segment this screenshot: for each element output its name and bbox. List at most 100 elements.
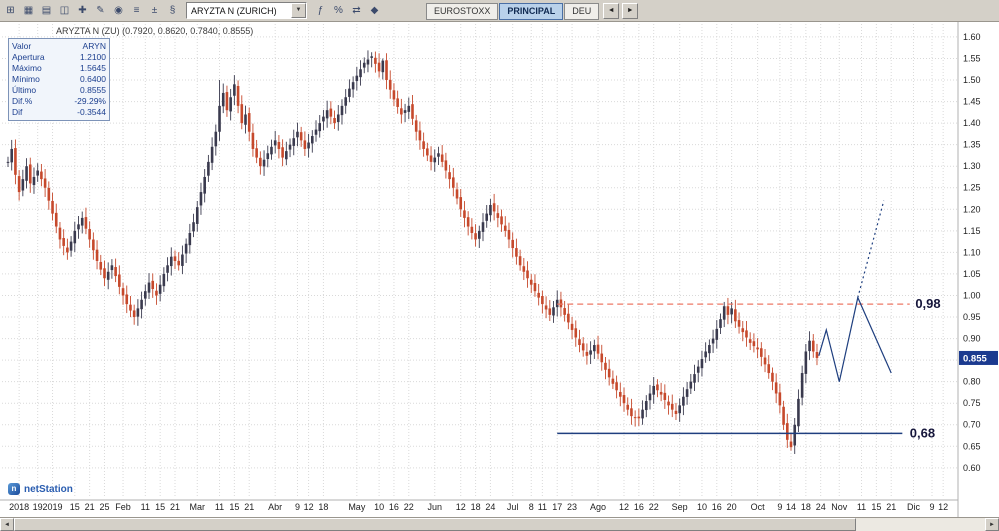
compare-icon[interactable]: ⇄ (348, 2, 365, 19)
svg-text:Dic: Dic (907, 502, 920, 512)
svg-text:Nov: Nov (831, 502, 848, 512)
svg-text:Oct: Oct (751, 502, 766, 512)
svg-text:12: 12 (456, 502, 466, 512)
svg-text:16: 16 (389, 502, 399, 512)
svg-text:9: 9 (930, 502, 935, 512)
svg-text:16: 16 (634, 502, 644, 512)
info-row-ltimo: Último 0.8555 (12, 85, 106, 96)
scroll-right-icon[interactable]: ► (985, 518, 999, 531)
svg-text:18: 18 (471, 502, 481, 512)
scroll-left-icon[interactable]: ◄ (0, 518, 14, 531)
svg-text:8: 8 (529, 502, 534, 512)
chart-canvas[interactable]: 0,98 0,68 1.60 1.55 1.50 1.45 1.40 1.35 1.30 1.25… (0, 22, 999, 517)
scale-icon[interactable]: ± (146, 2, 163, 19)
svg-text:1.10: 1.10 (963, 247, 981, 257)
svg-text:25: 25 (99, 502, 109, 512)
main-toolbar: ⊞ ▦ ▤ ◫ ✚ ✎ ◉ ≡ ± § ARYZTA N (ZURICH) ▼ ƒ% ⇄ ◆ EURO… (0, 0, 999, 22)
info-value: -29.29% (74, 96, 106, 106)
toolbar-icons-left: ⊞ ▦ ▤ ◫ ✚ ✎ ◉ ≡ ± § (2, 2, 181, 19)
svg-text:1.05: 1.05 (963, 269, 981, 279)
svg-text:21: 21 (170, 502, 180, 512)
info-row-apertura: Apertura 1.2100 (12, 52, 106, 63)
info-row-mnimo: Mínimo 0.6400 (12, 74, 106, 85)
svg-text:1.25: 1.25 (963, 183, 981, 193)
svg-text:14: 14 (786, 502, 796, 512)
symbol-combobox[interactable]: ARYZTA N (ZURICH) ▼ (186, 2, 307, 19)
draw-tool-icon[interactable]: ✎ (92, 2, 109, 19)
marker-icon[interactable]: ◆ (366, 2, 383, 19)
svg-text:11: 11 (857, 502, 866, 512)
svg-text:0.80: 0.80 (963, 377, 981, 387)
indicator-icon[interactable]: ƒ (312, 2, 329, 19)
crosshair-icon[interactable]: ◉ (110, 2, 127, 19)
svg-text:1.30: 1.30 (963, 161, 981, 171)
svg-text:1.40: 1.40 (963, 118, 981, 128)
svg-text:12: 12 (938, 502, 948, 512)
list-icon[interactable]: ≡ (128, 2, 145, 19)
symbol-combobox-value: ARYZTA N (ZURICH) (191, 5, 277, 16)
candles (6, 50, 819, 454)
vertical-split-icon[interactable]: ◫ (56, 2, 73, 19)
svg-text:1.00: 1.00 (963, 290, 981, 300)
svg-text:0.65: 0.65 (963, 441, 981, 451)
svg-text:23: 23 (567, 502, 577, 512)
horizontal-scrollbar[interactable]: ◄ ► (0, 517, 999, 531)
tab-deu[interactable]: DEU (564, 2, 600, 20)
svg-text:15: 15 (229, 502, 239, 512)
svg-text:1.60: 1.60 (963, 32, 981, 42)
svg-text:0,98: 0,98 (915, 296, 940, 311)
svg-text:0.75: 0.75 (963, 398, 981, 408)
info-value: 0.6400 (80, 74, 106, 84)
scrollbar-thumb[interactable] (14, 518, 856, 531)
info-row-valor: Valor ARYN (12, 41, 106, 52)
tab-principal[interactable]: PRINCIPAL (499, 2, 564, 20)
info-value: 0.8555 (80, 85, 106, 95)
svg-text:21: 21 (886, 502, 896, 512)
svg-text:Mar: Mar (190, 502, 206, 512)
toolbar-icons-right: ƒ% ⇄ ◆ (312, 2, 383, 19)
svg-text:15: 15 (70, 502, 80, 512)
percent-icon[interactable]: % (330, 2, 347, 19)
axes: 1.60 1.55 1.50 1.45 1.40 1.35 1.30 1.25 1.20 1.15… (0, 22, 998, 517)
info-value: 1.5645 (80, 63, 106, 73)
svg-text:11: 11 (538, 502, 547, 512)
tab-prev-button[interactable]: ◄ (603, 2, 620, 19)
chevron-down-icon[interactable]: ▼ (291, 3, 306, 18)
tab-eurostoxx[interactable]: EUROSTOXX (426, 2, 499, 20)
tab-next-button[interactable]: ► (622, 2, 639, 19)
grid-layout-icon[interactable]: ▦ (20, 2, 37, 19)
info-label: Mínimo (12, 74, 40, 84)
svg-text:0.70: 0.70 (963, 420, 981, 430)
svg-text:1.45: 1.45 (963, 97, 981, 107)
svg-text:22: 22 (404, 502, 414, 512)
add-chart-icon[interactable]: ✚ (74, 2, 91, 19)
info-label: Dif (12, 107, 23, 117)
svg-text:21: 21 (85, 502, 95, 512)
info-label: Apertura (12, 52, 45, 62)
svg-text:12: 12 (304, 502, 314, 512)
annotations: 0,98 0,68 (557, 200, 941, 440)
svg-text:18: 18 (318, 502, 328, 512)
svg-text:May: May (348, 502, 366, 512)
svg-text:11: 11 (215, 502, 224, 512)
svg-text:17: 17 (552, 502, 562, 512)
svg-text:0,68: 0,68 (910, 425, 935, 440)
info-row-dif: Dif -0.3544 (12, 107, 106, 118)
svg-text:1.50: 1.50 (963, 75, 981, 85)
info-value: -0.3544 (77, 107, 106, 117)
info-label: Último (12, 85, 37, 95)
info-row-mximo: Máximo 1.5645 (12, 63, 106, 74)
horizontal-split-icon[interactable]: ▤ (38, 2, 55, 19)
svg-text:24: 24 (485, 502, 495, 512)
info-label: Dif.% (12, 96, 33, 106)
svg-text:0.60: 0.60 (963, 463, 981, 473)
svg-text:10: 10 (374, 502, 384, 512)
new-workspace-icon[interactable]: ⊞ (2, 2, 19, 19)
info-label: Máximo (12, 63, 42, 73)
svg-text:0.90: 0.90 (963, 334, 981, 344)
svg-text:1.35: 1.35 (963, 140, 981, 150)
settings-icon[interactable]: § (164, 2, 181, 19)
svg-text:24: 24 (816, 502, 826, 512)
svg-text:Abr: Abr (268, 502, 282, 512)
